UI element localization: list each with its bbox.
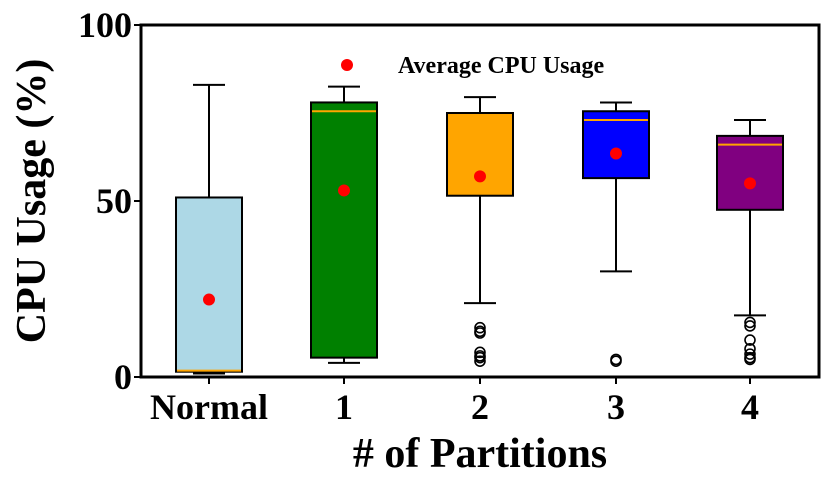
- y-tick-label-0: 0: [114, 357, 132, 397]
- legend-marker: [341, 59, 353, 71]
- x-tick-label-2: 2: [471, 387, 489, 427]
- axes: Normal 1 2 3 4 0 50 100: [78, 5, 759, 427]
- box-4-outlier: [744, 316, 756, 329]
- box-3: [582, 101, 650, 367]
- x-tick-label-3: 3: [607, 387, 625, 427]
- box-3-outlier: [610, 355, 622, 367]
- box-2-outlier: [474, 321, 486, 334]
- x-tick-label-1: 1: [335, 387, 353, 427]
- x-tick-label-4: 4: [741, 387, 759, 427]
- x-tick-label-normal: Normal: [150, 387, 268, 427]
- box-3-iqr: [582, 110, 650, 180]
- box-normal-mean-marker: [203, 293, 215, 306]
- box-1-iqr: [310, 101, 378, 359]
- box-4-outlier: [744, 334, 756, 346]
- y-tick-label-100: 100: [78, 5, 132, 45]
- box-2-outlier: [474, 327, 486, 339]
- box-1: [310, 85, 378, 364]
- box-2: [446, 96, 514, 367]
- y-tick-label-50: 50: [96, 181, 132, 221]
- box-normal-iqr: [175, 196, 243, 373]
- box-4-iqr: [716, 134, 784, 211]
- box-4-mean-marker: [744, 177, 756, 190]
- plot-area: [175, 83, 784, 375]
- box-2-outlier: [474, 351, 486, 364]
- y-axis-label: CPU Usage (%): [9, 59, 55, 344]
- box-4: [716, 119, 784, 366]
- box-2-outlier: [474, 346, 486, 359]
- box-4-outlier: [744, 348, 756, 360]
- box-1-mean-marker: [338, 184, 350, 197]
- box-2-outlier: [474, 355, 486, 367]
- box-3-mean-marker: [610, 147, 622, 160]
- box-4-outlier: [744, 320, 756, 332]
- box-2-mean-marker: [474, 170, 486, 183]
- legend-label: Average CPU Usage: [398, 53, 605, 79]
- legend: Average CPU Usage: [341, 53, 605, 79]
- box-normal: [175, 83, 243, 375]
- x-axis-label: # of Partitions: [353, 431, 607, 477]
- box-2-iqr: [446, 112, 514, 197]
- box-4-outlier: [744, 353, 756, 366]
